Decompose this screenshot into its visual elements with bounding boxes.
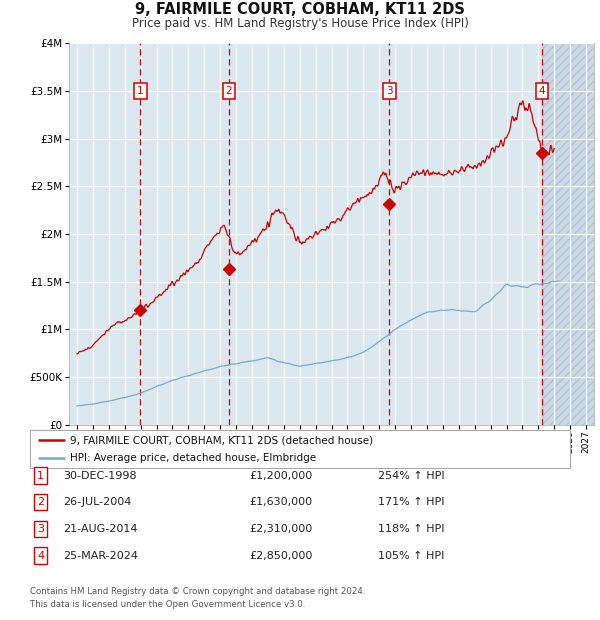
Text: 171% ↑ HPI: 171% ↑ HPI [378, 497, 445, 507]
Bar [229, 43, 389, 425]
Bar [69, 43, 140, 425]
Text: £2,310,000: £2,310,000 [249, 524, 312, 534]
Text: 1: 1 [37, 471, 44, 480]
Text: Contains HM Land Registry data © Crown copyright and database right 2024.: Contains HM Land Registry data © Crown c… [30, 587, 365, 596]
Text: 3: 3 [37, 524, 44, 534]
FancyBboxPatch shape [30, 430, 570, 468]
Text: 105% ↑ HPI: 105% ↑ HPI [378, 551, 445, 560]
Text: This data is licensed under the Open Government Licence v3.0.: This data is licensed under the Open Gov… [30, 600, 305, 609]
Bar [389, 43, 542, 425]
Text: £1,630,000: £1,630,000 [249, 497, 312, 507]
Text: 25-MAR-2024: 25-MAR-2024 [63, 551, 138, 560]
Text: 2: 2 [37, 497, 44, 507]
Text: 1: 1 [137, 86, 144, 96]
Text: 3: 3 [386, 86, 393, 96]
Text: 9, FAIRMILE COURT, COBHAM, KT11 2DS (detached house): 9, FAIRMILE COURT, COBHAM, KT11 2DS (det… [71, 435, 374, 445]
Text: 21-AUG-2014: 21-AUG-2014 [63, 524, 137, 534]
Text: 254% ↑ HPI: 254% ↑ HPI [378, 471, 445, 480]
Text: HPI: Average price, detached house, Elmbridge: HPI: Average price, detached house, Elmb… [71, 453, 317, 464]
Text: £2,850,000: £2,850,000 [249, 551, 313, 560]
Bar [542, 43, 594, 425]
Text: 2: 2 [226, 86, 232, 96]
Text: Price paid vs. HM Land Registry's House Price Index (HPI): Price paid vs. HM Land Registry's House … [131, 17, 469, 30]
Text: 118% ↑ HPI: 118% ↑ HPI [378, 524, 445, 534]
Text: 9, FAIRMILE COURT, COBHAM, KT11 2DS: 9, FAIRMILE COURT, COBHAM, KT11 2DS [135, 2, 465, 17]
Text: 4: 4 [37, 551, 44, 560]
Text: 30-DEC-1998: 30-DEC-1998 [63, 471, 137, 480]
Bar [542, 43, 594, 425]
Bar [140, 43, 229, 425]
Text: 26-JUL-2004: 26-JUL-2004 [63, 497, 131, 507]
Text: £1,200,000: £1,200,000 [249, 471, 312, 480]
Text: 4: 4 [539, 86, 545, 96]
